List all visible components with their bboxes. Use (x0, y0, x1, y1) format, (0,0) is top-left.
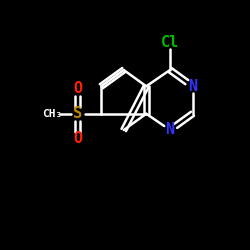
Text: CH₃: CH₃ (42, 109, 62, 119)
Text: O: O (73, 81, 82, 96)
Text: N: N (188, 79, 197, 94)
Text: S: S (73, 106, 82, 121)
Text: Cl: Cl (161, 35, 179, 50)
Text: O: O (73, 131, 82, 146)
Text: N: N (166, 122, 174, 138)
